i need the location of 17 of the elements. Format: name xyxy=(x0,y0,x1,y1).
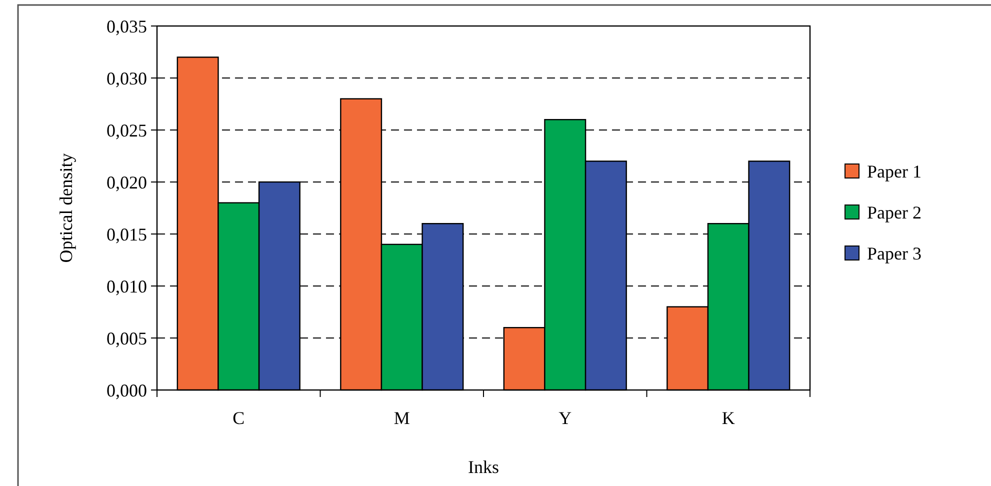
y-tick-label: 0,000 xyxy=(106,380,147,400)
y-axis-title: Optical density xyxy=(56,153,76,263)
y-tick-label: 0,030 xyxy=(106,68,147,88)
y-tick-label: 0,025 xyxy=(106,120,147,140)
y-tick-label: 0,010 xyxy=(106,276,147,296)
x-tick-label: Y xyxy=(558,408,572,428)
x-tick-label: M xyxy=(394,408,410,428)
x-axis-title: Inks xyxy=(468,457,499,477)
y-tick-label: 0,035 xyxy=(106,16,147,36)
legend-label: Paper 1 xyxy=(867,161,922,182)
y-tick-label: 0,005 xyxy=(106,328,147,348)
y-tick-label: 0,020 xyxy=(106,172,147,192)
x-tick-label: C xyxy=(232,408,245,428)
y-tick-label: 0,015 xyxy=(106,224,147,244)
legend-label: Paper 3 xyxy=(867,243,922,264)
x-tick-label: K xyxy=(722,408,735,428)
legend-label: Paper 2 xyxy=(867,202,922,222)
